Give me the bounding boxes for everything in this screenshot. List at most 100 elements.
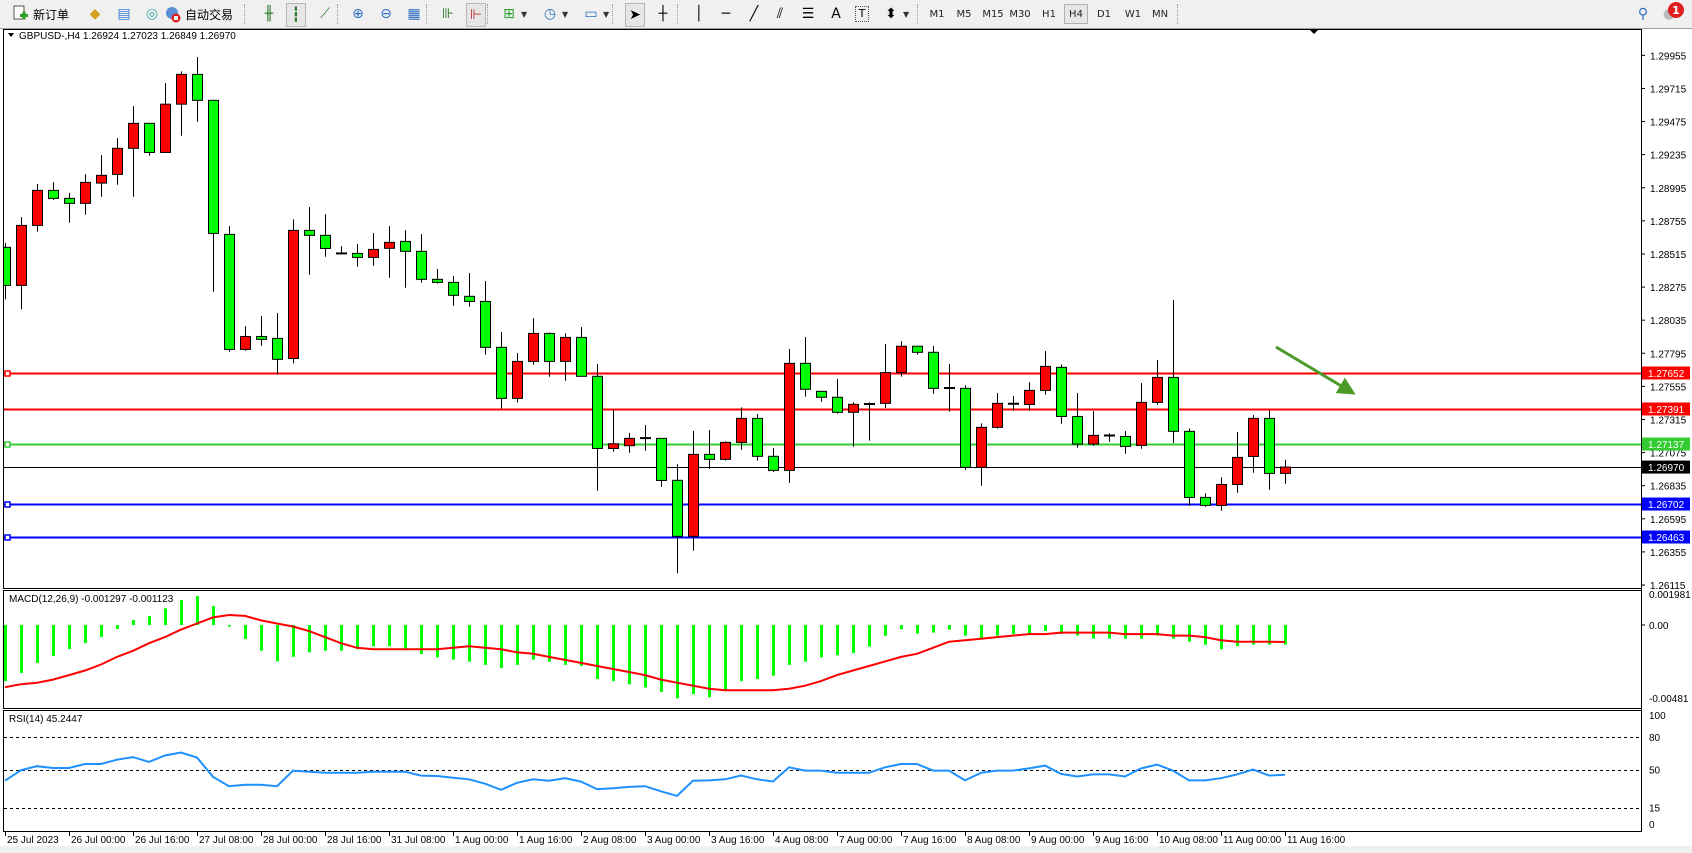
timeframe-m1[interactable]: M1: [929, 8, 945, 20]
candle[interactable]: [48, 182, 59, 201]
candle[interactable]: [1040, 351, 1051, 395]
candle[interactable]: [560, 333, 571, 381]
candle[interactable]: [416, 234, 427, 283]
crosshair-button[interactable]: ┼: [654, 3, 672, 25]
line-anchor-handle[interactable]: [4, 370, 11, 377]
candle[interactable]: [656, 437, 667, 487]
candle[interactable]: [960, 385, 971, 470]
candle[interactable]: [208, 99, 219, 292]
line-anchor-handle[interactable]: [4, 534, 11, 541]
candle[interactable]: [816, 390, 827, 402]
candle[interactable]: [288, 219, 299, 364]
candle[interactable]: [784, 349, 795, 483]
candle[interactable]: [1072, 393, 1083, 448]
timeframe-mn[interactable]: MN: [1151, 8, 1169, 20]
candle[interactable]: [1056, 364, 1067, 424]
rsi-pane[interactable]: [4, 737, 1641, 809]
candle[interactable]: [240, 326, 251, 351]
candle[interactable]: [848, 402, 859, 447]
candle[interactable]: [544, 332, 555, 377]
candle[interactable]: [192, 57, 203, 122]
signals-button[interactable]: ◎: [143, 3, 161, 25]
dropdown-triangle-icon[interactable]: [8, 33, 14, 37]
candle[interactable]: [1232, 432, 1243, 493]
vertical-line-button[interactable]: │: [690, 3, 708, 25]
candle[interactable]: [832, 378, 843, 414]
candle[interactable]: [352, 244, 363, 267]
text-button[interactable]: A: [827, 3, 845, 25]
price-pane[interactable]: [1, 57, 1642, 574]
auto-trading-button[interactable]: 自动交易: [164, 3, 233, 25]
equidistant-channel-button[interactable]: ⫽: [771, 3, 789, 25]
candle[interactable]: [1120, 431, 1131, 454]
candle[interactable]: [448, 276, 459, 306]
timeframe-m15[interactable]: M15: [982, 8, 1004, 20]
candle[interactable]: [1, 242, 11, 300]
timeframe-w1[interactable]: W1: [1124, 8, 1142, 20]
bar-chart-button[interactable]: ╫: [260, 3, 278, 25]
candle[interactable]: [1248, 415, 1259, 473]
candle[interactable]: [32, 184, 43, 232]
arrows-button[interactable]: ⬍ ▼: [882, 3, 909, 25]
candle[interactable]: [688, 430, 699, 551]
candle[interactable]: [1088, 411, 1099, 446]
candle[interactable]: [768, 448, 779, 473]
timeframe-h1[interactable]: H1: [1042, 8, 1056, 20]
candle[interactable]: [400, 230, 411, 288]
candle[interactable]: [432, 269, 443, 284]
zoom-out-button[interactable]: ⊖: [377, 3, 395, 25]
candle[interactable]: [608, 409, 619, 452]
templates-button[interactable]: ▭ ▼: [582, 3, 609, 25]
candle[interactable]: [576, 327, 587, 377]
navigator-button[interactable]: ▤: [115, 3, 133, 25]
candle[interactable]: [640, 425, 651, 451]
candle[interactable]: [128, 106, 139, 197]
candle[interactable]: [1008, 396, 1019, 411]
candle[interactable]: [320, 214, 331, 257]
candle[interactable]: [1216, 477, 1227, 511]
candle[interactable]: [464, 273, 475, 307]
candle[interactable]: [1264, 410, 1275, 490]
candle[interactable]: [224, 226, 235, 352]
candle[interactable]: [992, 393, 1003, 429]
candle[interactable]: [304, 207, 315, 275]
candle[interactable]: [480, 281, 491, 355]
line-anchor-handle[interactable]: [4, 501, 11, 508]
candle[interactable]: [720, 441, 731, 461]
candlestick-button[interactable]: ┇: [286, 3, 306, 27]
candle[interactable]: [624, 433, 635, 453]
timeframe-d1[interactable]: D1: [1096, 8, 1112, 20]
cursor-button[interactable]: ➤: [625, 3, 645, 27]
candle[interactable]: [496, 332, 507, 409]
candle[interactable]: [592, 364, 603, 491]
candle[interactable]: [912, 345, 923, 355]
text-label-button[interactable]: T: [855, 3, 869, 25]
timeframe-h4[interactable]: H4: [1064, 4, 1088, 24]
candle[interactable]: [800, 337, 811, 397]
candle[interactable]: [144, 122, 155, 156]
candle[interactable]: [864, 402, 875, 441]
chart-shift-button[interactable]: ⊪: [439, 3, 457, 25]
candle[interactable]: [528, 318, 539, 365]
candle[interactable]: [384, 226, 395, 278]
candle[interactable]: [736, 407, 747, 450]
trend-arrow-annotation[interactable]: [1275, 345, 1356, 395]
candle[interactable]: [976, 423, 987, 486]
search-button[interactable]: ⚲: [1634, 3, 1652, 25]
timeframe-m30[interactable]: M30: [1009, 8, 1031, 20]
candle[interactable]: [672, 464, 683, 574]
candle[interactable]: [704, 429, 715, 469]
candle[interactable]: [1104, 433, 1115, 442]
chart-shift-marker-icon[interactable]: [1309, 29, 1319, 34]
candle[interactable]: [928, 345, 939, 394]
candle[interactable]: [112, 138, 123, 185]
fibonacci-button[interactable]: ☰: [799, 3, 817, 25]
tile-windows-button[interactable]: ▦: [405, 3, 423, 25]
candle[interactable]: [176, 71, 187, 136]
candle[interactable]: [1024, 382, 1035, 411]
candle[interactable]: [1136, 383, 1147, 449]
candle[interactable]: [896, 341, 907, 377]
candle[interactable]: [256, 316, 267, 346]
candle[interactable]: [880, 344, 891, 409]
